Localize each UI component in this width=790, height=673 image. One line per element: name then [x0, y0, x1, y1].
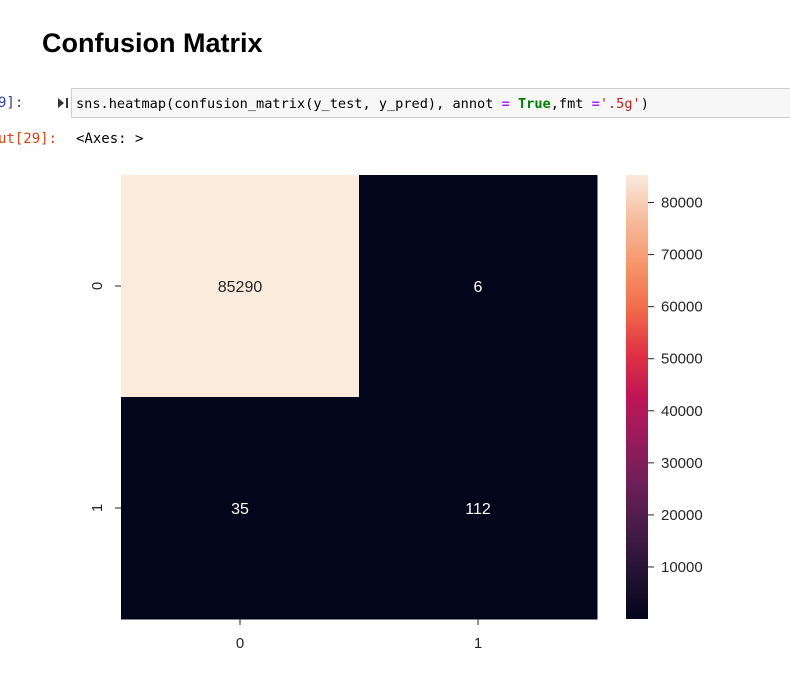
- y-tick-label: 0: [89, 282, 106, 290]
- colorbar-tick-label: 10000: [661, 559, 703, 576]
- output-prompt: ut[29]:: [0, 131, 58, 147]
- y-tick-label: 1: [89, 504, 106, 512]
- code-string: '.5g': [599, 96, 641, 112]
- colorbar-tick-label: 40000: [661, 403, 703, 420]
- code-line: sns.heatmap(confusion_matrix(y_test, y_p…: [76, 95, 649, 113]
- code-keyword: True: [517, 96, 551, 112]
- cell-annotation: 85290: [218, 279, 263, 296]
- colorbar-tick-label: 60000: [661, 299, 703, 316]
- heatmap-cell: [121, 397, 360, 620]
- code-prefix: sns.heatmap(confusion_matrix(y_test, y_p…: [76, 96, 502, 112]
- colorbar-tick-label: 70000: [661, 247, 703, 264]
- run-cell-icon[interactable]: [56, 96, 70, 110]
- heatmap-cell: [359, 397, 598, 620]
- cell-annotation: 35: [231, 501, 249, 518]
- input-prompt: 9]:: [0, 95, 24, 111]
- colorbar-tick-label: 20000: [661, 507, 703, 524]
- heatmap-cell: [359, 175, 598, 398]
- colorbar: [626, 175, 648, 619]
- output-text: <Axes: >: [76, 131, 144, 147]
- code-operator-2: =: [591, 96, 600, 112]
- x-tick-label: 0: [236, 635, 244, 652]
- heatmap-cell: [121, 175, 360, 398]
- colorbar-tick-label: 50000: [661, 351, 703, 368]
- x-tick-label: 1: [474, 635, 482, 652]
- colorbar-tick-label: 30000: [661, 455, 703, 472]
- code-suffix: ): [640, 96, 649, 112]
- code-mid: ,fmt: [550, 96, 592, 112]
- cell-annotation: 6: [474, 279, 483, 296]
- code-cell-input[interactable]: sns.heatmap(confusion_matrix(y_test, y_p…: [71, 88, 790, 118]
- colorbar-tick-label: 80000: [661, 195, 703, 212]
- cell-annotation: 112: [465, 501, 491, 518]
- section-heading: Confusion Matrix: [42, 28, 263, 58]
- code-operator: =: [501, 96, 510, 112]
